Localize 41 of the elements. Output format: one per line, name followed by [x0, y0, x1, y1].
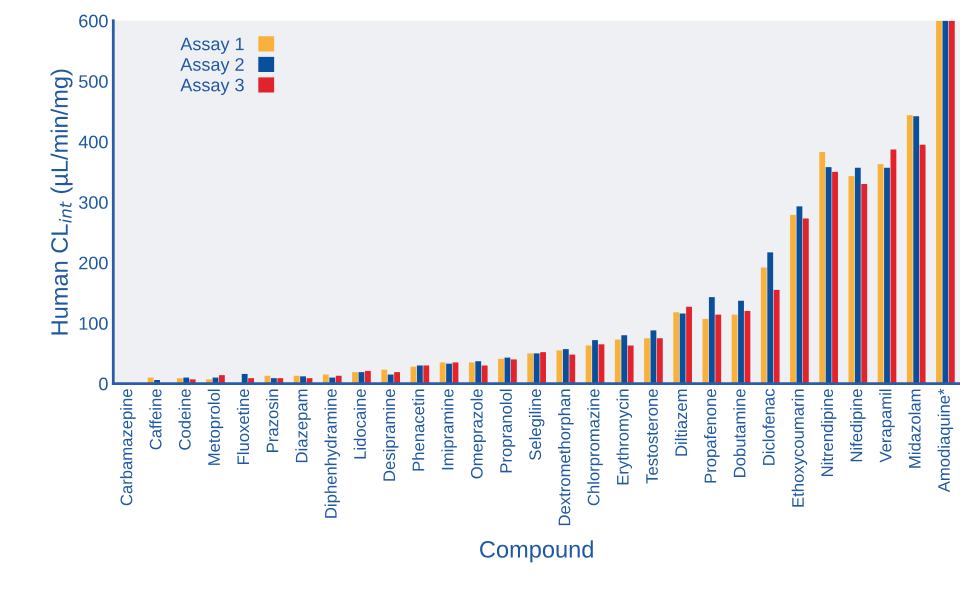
y-tick-label: 300: [78, 196, 108, 209]
x-tick-label: Desipramine: [382, 389, 398, 481]
x-tick-label: Metoprolol: [208, 390, 224, 465]
x-tick-label: Diclofenac: [762, 388, 775, 465]
x-tick-label: Dobutamine: [733, 389, 746, 477]
x-tick-label: Diltiazem: [674, 390, 688, 456]
x-tick-label: Propranolol: [500, 390, 516, 472]
x-tick-label: Ethoxycoumarin: [792, 390, 808, 507]
x-tick-label: Midazolam: [908, 390, 921, 468]
y-axis-title: Human CL$_{int}$ (µL/min/mg): [50, 70, 73, 334]
x-tick-label: Lidocaine: [354, 389, 366, 458]
x-tick-label: Erythromycin: [616, 390, 632, 484]
y-tick-label: 600: [79, 14, 108, 28]
legend-label: Assay 1: [180, 38, 244, 54]
y-tick-label: 100: [80, 317, 108, 330]
x-tick-label: Verapamil: [879, 390, 895, 463]
x-tick-label: Fluoxetine: [236, 389, 250, 464]
x-tick-label: Propafenone: [704, 389, 720, 483]
x-tick-label: Imipramine: [441, 389, 457, 470]
x-tick-label: Diazepam: [295, 390, 311, 462]
x-tick-label: Selegiline: [528, 389, 544, 460]
y-tick-label: 0: [99, 378, 108, 390]
x-tick-label: Codeine: [178, 389, 191, 450]
x-tick-label: Nifedipine: [850, 389, 866, 462]
x-tick-label: Amodiaquine*: [938, 388, 954, 492]
x-axis-title: Compound: [480, 540, 593, 562]
x-tick-label: Omeprazole: [470, 389, 486, 478]
x-tick-label: Caffeine: [149, 389, 162, 450]
x-tick-label: Phenacetin: [412, 390, 424, 471]
legend-label: Assay 2: [180, 58, 244, 74]
x-tick-label: Nitrendipine: [820, 389, 836, 476]
legend-label: Assay 3: [180, 78, 244, 95]
x-tick-label: Carbamazepine: [120, 389, 136, 506]
y-tick-label: 500: [79, 75, 108, 88]
x-tick-label: Diphenhydramine: [324, 389, 340, 518]
y-tick-label: 200: [79, 256, 108, 270]
x-tick-label: Testosterone: [646, 389, 658, 484]
x-tick-label: Chlorpromazine: [587, 389, 603, 506]
y-tick-label: 400: [78, 136, 108, 148]
x-tick-label: Dextromethorphan: [558, 390, 574, 526]
x-tick-label: Prazosin: [266, 390, 278, 452]
